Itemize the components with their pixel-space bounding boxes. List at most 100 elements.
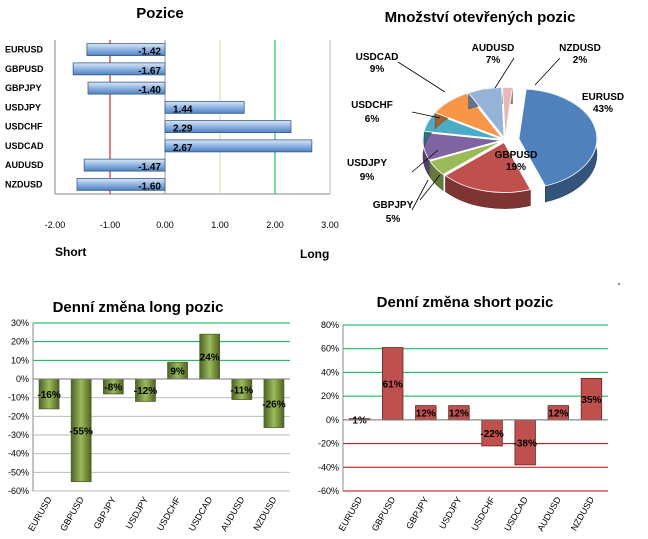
- pozice-category-label: USDCAD: [5, 141, 44, 151]
- column-category-label: GBPUSD: [58, 495, 86, 533]
- pie-slice-label: 2%: [573, 55, 588, 66]
- column-ytick-label: 10%: [11, 355, 29, 365]
- pozice-category-label: NZDUSD: [5, 179, 43, 189]
- column-value-label: -11%: [230, 385, 253, 396]
- pozice-value-label: 1.44: [173, 104, 193, 115]
- column-category-label: EURUSD: [337, 495, 365, 533]
- column-ytick-label: -10%: [8, 393, 29, 403]
- pozice-category-label: GBPUSD: [5, 64, 44, 74]
- pozice-value-label: 2.29: [173, 124, 193, 135]
- pie-slice-name: USDCHF: [351, 100, 393, 111]
- pie-slice: [467, 87, 505, 139]
- pozice-category-label: GBPJPY: [5, 83, 42, 93]
- column-value-label: 1%: [352, 415, 367, 426]
- pie-slice-name: USDCAD: [356, 52, 399, 63]
- pie-slice-label: 9%: [370, 64, 385, 75]
- column-category-label: USDCHF: [155, 495, 183, 533]
- pie-leader-line: [419, 174, 441, 201]
- column-category-label: GBPUSD: [370, 495, 398, 533]
- pie-leader-line: [534, 57, 561, 86]
- column-value-label: 35%: [581, 395, 601, 406]
- column-ytick-label: 20%: [11, 337, 29, 347]
- pozice-category-label: AUDUSD: [5, 160, 44, 170]
- pozice-xtick-label: -1.00: [100, 220, 121, 230]
- pozice-chart: Pozice -2.00 -1.00 0.00 1.00 2.00 3.00 Short Lon…: [5, 5, 339, 261]
- pie-leader-line: [397, 61, 446, 93]
- column-ytick-label: -20%: [318, 439, 339, 449]
- pozice-xtick-label: 3.00: [321, 220, 339, 230]
- pie-slice-label: 9%: [360, 172, 375, 183]
- pozice-bar: [164, 100, 245, 114]
- column-ytick-label: -30%: [8, 430, 29, 440]
- pozice-title: Pozice: [136, 5, 184, 22]
- pie-slice-name: GBPUSD: [495, 150, 538, 161]
- pozice-bar: [83, 158, 166, 172]
- column-ytick-label: 30%: [11, 318, 29, 328]
- column-category-label: AUDUSD: [219, 495, 247, 533]
- pie-slice-label: 43%: [593, 104, 613, 115]
- pie-leader-line: [411, 149, 439, 173]
- column-ytick-label: 80%: [321, 320, 339, 330]
- pie-slice: [434, 93, 504, 139]
- column-value-label: -55%: [70, 426, 93, 437]
- pie-slice: [518, 88, 598, 187]
- column-category-label: AUDUSD: [535, 495, 563, 533]
- pie-slice-label: 7%: [486, 55, 501, 66]
- column-value-label: -16%: [37, 390, 60, 401]
- pozice-value-label: -1.40: [138, 85, 161, 96]
- pie-leader-line: [411, 179, 429, 211]
- column-ytick-label: -50%: [8, 467, 29, 477]
- pie-slice-name: GBPJPY: [373, 200, 414, 211]
- pozice-bar: [87, 81, 166, 95]
- column-value-label: -8%: [104, 382, 122, 393]
- column-ytick-label: 0%: [326, 415, 339, 425]
- pozice-xtick-label: -2.00: [45, 220, 66, 230]
- pie-slice-label: 19%: [506, 162, 526, 173]
- column-category-label: NZDUSD: [251, 495, 279, 533]
- column-category-label: NZDUSD: [569, 495, 597, 533]
- column-category-label: USDCAD: [187, 495, 215, 533]
- pozice-bar: [76, 177, 166, 191]
- pozice-xtick-label: 2.00: [266, 220, 284, 230]
- pie-slice-name: NZDUSD: [559, 43, 601, 54]
- pie-slice-name: AUDUSD: [472, 43, 515, 54]
- column-ytick-label: 60%: [321, 344, 339, 354]
- column-category-label: EURUSD: [26, 495, 54, 533]
- column-ytick-label: -60%: [318, 486, 339, 496]
- column-value-label: -38%: [514, 438, 537, 449]
- column-category-label: GBPJPY: [404, 495, 430, 531]
- column-category-label: USDCHF: [469, 495, 497, 533]
- column-value-label: -26%: [262, 399, 285, 410]
- column-value-label: 61%: [383, 380, 403, 391]
- pozice-bar: [164, 139, 313, 153]
- column-chart-3: Denní změna short pozic -60% -40% -20% 0% 20%…: [318, 294, 608, 533]
- column-value-label: 12%: [548, 409, 568, 420]
- pozice-value-label: -1.67: [138, 66, 161, 77]
- pozice-category-label: USDCHF: [5, 122, 43, 132]
- column-chart-2: Denní změna long pozic -60% -50% -40% -30% -2…: [8, 299, 290, 533]
- pozice-value-label: -1.47: [138, 162, 161, 173]
- pozice-value-label: -1.42: [138, 47, 161, 58]
- column-ytick-label: 0%: [16, 374, 29, 384]
- pozice-category-label: EURUSD: [5, 45, 44, 55]
- pozice-value-label: 2.67: [173, 143, 193, 154]
- column-category-label: USDCAD: [502, 495, 530, 533]
- column-title: Denní změna long pozic: [53, 299, 224, 316]
- pozice-short-note: Short: [55, 245, 86, 259]
- column-ytick-label: -40%: [8, 449, 29, 459]
- pozice-xtick-label: 0.00: [156, 220, 174, 230]
- pozice-xtick-label: 1.00: [211, 220, 229, 230]
- pie-leader-line: [411, 111, 441, 119]
- column-value-label: -22%: [480, 429, 503, 440]
- pozice-bar: [164, 120, 292, 134]
- pozice-value-label: -1.60: [138, 181, 161, 192]
- column-value-label: 24%: [200, 353, 220, 364]
- pie-leader-line: [494, 57, 515, 89]
- pie-slice: [502, 87, 513, 138]
- pie-slice-label: 5%: [386, 214, 401, 225]
- column-value-label: 12%: [416, 409, 436, 420]
- pozice-long-note: Long: [300, 247, 329, 261]
- column-category-label: USDJPY: [124, 495, 150, 531]
